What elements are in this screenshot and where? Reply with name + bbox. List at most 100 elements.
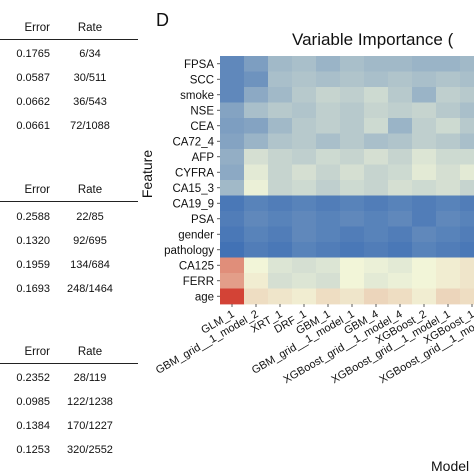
error-cell: 0.1320	[16, 235, 50, 247]
heatmap-cell	[364, 56, 389, 72]
heatmap-cell	[292, 288, 317, 305]
heatmap-cell	[388, 149, 413, 165]
heatmap-cell	[220, 71, 245, 88]
rate-cell: 6/34	[79, 48, 101, 60]
heatmap-cell	[244, 71, 269, 88]
heatmap-cell	[412, 164, 437, 181]
heatmap-cell	[460, 71, 474, 88]
heatmap-cell	[340, 71, 365, 88]
heatmap-cell	[364, 118, 389, 134]
heatmap-cell	[460, 180, 474, 196]
heatmap-cell	[412, 242, 437, 258]
heatmap-cell	[268, 180, 293, 196]
heatmap-cell	[460, 102, 474, 119]
heatmap-cell	[268, 164, 293, 181]
heatmap-cell	[244, 288, 269, 305]
error-header: Error	[24, 184, 50, 196]
heatmap-cell	[436, 195, 461, 212]
table-row: 0.1693 248/1464	[0, 283, 145, 303]
x-axis-title: Model	[431, 458, 469, 474]
heatmap-cell	[268, 133, 293, 150]
error-cell: 0.0985	[16, 396, 50, 408]
heatmap-cell	[292, 71, 317, 88]
heatmap-cell	[244, 257, 269, 274]
heatmap-cell	[388, 56, 413, 72]
heatmap-cells	[220, 56, 474, 305]
heatmap-cell	[460, 211, 474, 227]
heatmap-cell	[292, 87, 317, 103]
error-cell: 0.1253	[16, 444, 50, 456]
rate-cell: 170/1227	[67, 420, 113, 432]
y-tick-label: NSE	[190, 105, 214, 117]
heatmap-cell	[460, 164, 474, 181]
heatmap-cell	[364, 87, 389, 103]
heatmap-cell	[340, 211, 365, 227]
table-header: Error Rate	[0, 22, 145, 42]
heatmap-cell	[364, 164, 389, 181]
heatmap-cell	[316, 273, 341, 289]
heatmap-cell	[388, 180, 413, 196]
heatmap-cell	[364, 195, 389, 212]
y-tick-label: smoke	[180, 90, 214, 102]
heatmap-cell	[364, 180, 389, 196]
heatmap-cell	[460, 257, 474, 274]
heatmap-cell	[316, 71, 341, 88]
heatmap-cell	[292, 211, 317, 227]
rate-cell: 72/1088	[70, 120, 110, 132]
heatmap-cell	[220, 226, 245, 243]
y-tick-label: CEA	[190, 121, 214, 133]
heatmap-cell	[268, 288, 293, 305]
heatmap-cell	[364, 257, 389, 274]
heatmap-cell	[436, 133, 461, 150]
heatmap-cell	[340, 226, 365, 243]
heatmap-cell	[460, 87, 474, 103]
rate-cell: 92/695	[73, 235, 107, 247]
heatmap-cell	[436, 56, 461, 72]
heatmap-cell	[316, 102, 341, 119]
heatmap-cell	[388, 133, 413, 150]
y-tick-label: CA15_3	[172, 183, 214, 195]
heatmap-cell	[340, 288, 365, 305]
rate-cell: 28/119	[73, 372, 107, 384]
heatmap-cell	[292, 164, 317, 181]
y-tick-label: gender	[178, 229, 214, 241]
heatmap-cell	[340, 195, 365, 212]
table-row: 0.0662 36/543	[0, 96, 145, 116]
y-tick-label: PSA	[191, 214, 214, 226]
error-cell: 0.1959	[16, 259, 50, 271]
heatmap-cell	[292, 273, 317, 289]
heatmap-cell	[292, 118, 317, 134]
error-cell: 0.0661	[16, 120, 50, 132]
table-row: 0.1320 92/695	[0, 235, 145, 255]
error-cell: 0.2352	[16, 372, 50, 384]
heatmap-cell	[340, 118, 365, 134]
y-tick-label: CA72_4	[172, 136, 214, 148]
y-tick-label: age	[195, 291, 214, 303]
heatmap-cell	[460, 242, 474, 258]
heatmap-cell	[388, 288, 413, 305]
y-tick-label: pathology	[164, 245, 214, 257]
table-row: 0.0985 122/1238	[0, 396, 145, 416]
heatmap-cell	[340, 56, 365, 72]
heatmap-cell	[268, 273, 293, 289]
heatmap-cell	[268, 211, 293, 227]
heatmap-cell	[340, 133, 365, 150]
heatmap-cell	[244, 164, 269, 181]
heatmap-cell	[436, 257, 461, 274]
heatmap-cell	[292, 133, 317, 150]
heatmap-cell	[268, 118, 293, 134]
heatmap-cell	[460, 118, 474, 134]
heatmap-cell	[364, 71, 389, 88]
heatmap-cell	[388, 242, 413, 258]
heatmap-cell	[316, 118, 341, 134]
y-tick-label: SCC	[190, 74, 214, 86]
heatmap-cell	[268, 71, 293, 88]
chart-title: Variable Importance (	[292, 30, 454, 49]
heatmap-cell	[316, 211, 341, 227]
heatmap-cell	[244, 273, 269, 289]
heatmap-cell	[220, 195, 245, 212]
x-tick-labels: GLM_1GBM_grid__1_model_2XRT_1DRF_1GBM_1G…	[154, 304, 474, 386]
y-tick-label: AFP	[192, 152, 215, 164]
y-tick-label: CA125	[179, 260, 214, 272]
heatmap-cell	[388, 211, 413, 227]
